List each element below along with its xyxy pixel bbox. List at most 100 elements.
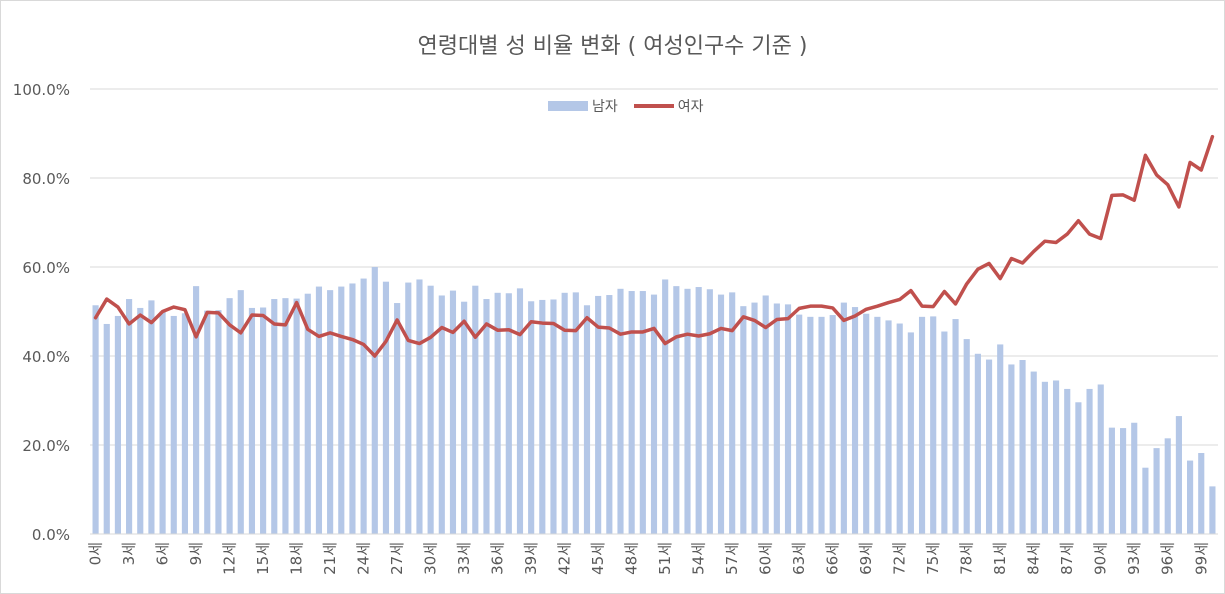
bar-male bbox=[416, 279, 423, 534]
x-tick-label: 57세 bbox=[723, 542, 741, 575]
x-tick-label: 63세 bbox=[790, 542, 808, 575]
bar-male bbox=[729, 292, 736, 534]
bar-male bbox=[137, 307, 144, 534]
bar-male bbox=[773, 303, 780, 534]
bar-male bbox=[349, 283, 356, 534]
bar-male bbox=[807, 316, 814, 534]
bar-male bbox=[483, 299, 490, 534]
bar-male bbox=[974, 353, 981, 534]
x-tick-label: 3세 bbox=[120, 542, 138, 565]
x-tick-label: 36세 bbox=[489, 542, 507, 575]
bar-male bbox=[438, 295, 445, 534]
bar-male bbox=[237, 290, 244, 534]
bar-male bbox=[204, 310, 211, 534]
bar-male bbox=[505, 293, 512, 534]
y-tick-label: 40.0% bbox=[22, 348, 70, 366]
bar-male bbox=[1209, 486, 1216, 534]
bar-male bbox=[181, 313, 189, 534]
bar-male bbox=[405, 282, 412, 534]
bar-male bbox=[461, 301, 468, 534]
bar-male bbox=[327, 290, 334, 534]
legend-label-male: 남자 bbox=[592, 99, 618, 115]
line-female bbox=[93, 134, 1215, 358]
bar-male bbox=[215, 310, 222, 534]
y-tick-label: 80.0% bbox=[22, 170, 70, 188]
bar-male bbox=[706, 289, 713, 534]
bar-male bbox=[394, 303, 401, 534]
bar-male bbox=[1131, 422, 1138, 534]
x-tick-label: 15세 bbox=[254, 542, 272, 575]
y-tick-label: 0.0% bbox=[32, 526, 70, 544]
bar-male bbox=[639, 291, 646, 534]
bar-male bbox=[360, 278, 367, 534]
x-tick-label: 0세 bbox=[87, 542, 105, 565]
bar-male bbox=[1153, 448, 1160, 534]
bar-male bbox=[494, 292, 501, 534]
bar-male bbox=[717, 294, 725, 534]
bar-male bbox=[662, 279, 669, 534]
bar-male bbox=[896, 323, 903, 534]
bar-male bbox=[92, 305, 99, 534]
bar-male bbox=[606, 295, 613, 534]
legend-swatch-male bbox=[548, 101, 588, 111]
bar-male bbox=[1041, 381, 1048, 534]
chart-legend: 남자 여자 bbox=[548, 96, 712, 116]
x-tick-label: 21세 bbox=[321, 542, 339, 575]
bar-male bbox=[751, 302, 758, 534]
x-tick-label: 90세 bbox=[1092, 542, 1110, 575]
x-tick-label: 42세 bbox=[556, 542, 574, 575]
bar-male bbox=[1064, 388, 1071, 534]
bar-male bbox=[796, 314, 803, 534]
x-tick-label: 93세 bbox=[1125, 542, 1143, 575]
x-tick-label: 54세 bbox=[690, 542, 708, 575]
bar-male bbox=[650, 294, 658, 534]
bar-male bbox=[260, 307, 267, 534]
bar-male bbox=[572, 292, 579, 534]
bar-male bbox=[930, 316, 937, 534]
x-tick-label: 24세 bbox=[355, 542, 373, 575]
legend-swatch-female bbox=[633, 104, 674, 108]
bar-male bbox=[1108, 427, 1115, 534]
bar-male bbox=[114, 315, 121, 534]
bar-male bbox=[762, 295, 769, 534]
x-tick-label: 6세 bbox=[154, 542, 172, 565]
x-tick-label: 75세 bbox=[924, 542, 942, 575]
y-tick-label: 20.0% bbox=[22, 437, 70, 455]
bar-male bbox=[382, 281, 390, 534]
bar-male bbox=[840, 302, 847, 534]
bar-male bbox=[293, 298, 300, 534]
bar-male bbox=[595, 295, 602, 534]
bar-male bbox=[818, 316, 825, 534]
bar-male bbox=[628, 291, 635, 534]
bar-male bbox=[1119, 428, 1127, 534]
x-tick-label: 99세 bbox=[1192, 542, 1210, 575]
x-tick-label: 66세 bbox=[824, 542, 842, 575]
x-tick-label: 84세 bbox=[1025, 542, 1043, 575]
bar-male bbox=[148, 300, 155, 534]
bar-male bbox=[695, 287, 702, 534]
x-tick-label: 27세 bbox=[388, 542, 406, 575]
bar-male bbox=[561, 292, 568, 534]
legend-item-male: 남자 bbox=[548, 96, 618, 116]
y-tick-label: 100.0% bbox=[13, 81, 70, 99]
bar-male bbox=[170, 315, 177, 534]
bar-male bbox=[282, 298, 289, 534]
bar-male bbox=[997, 344, 1004, 534]
bar-male bbox=[1164, 438, 1171, 534]
bar-male bbox=[449, 290, 457, 534]
x-tick-label: 9세 bbox=[187, 542, 205, 565]
bar-male bbox=[851, 307, 859, 534]
x-tick-label: 18세 bbox=[288, 542, 306, 575]
bar-male bbox=[583, 305, 591, 534]
bar-male bbox=[539, 299, 546, 534]
bar-male bbox=[985, 359, 993, 534]
bar-male bbox=[516, 288, 524, 534]
bar-male bbox=[617, 288, 624, 534]
bar-male bbox=[193, 286, 200, 534]
bar-male bbox=[472, 285, 479, 534]
bar-male bbox=[338, 286, 345, 534]
bar-male bbox=[1187, 460, 1194, 534]
bar-male bbox=[1097, 384, 1104, 534]
bar-male bbox=[1052, 380, 1060, 534]
